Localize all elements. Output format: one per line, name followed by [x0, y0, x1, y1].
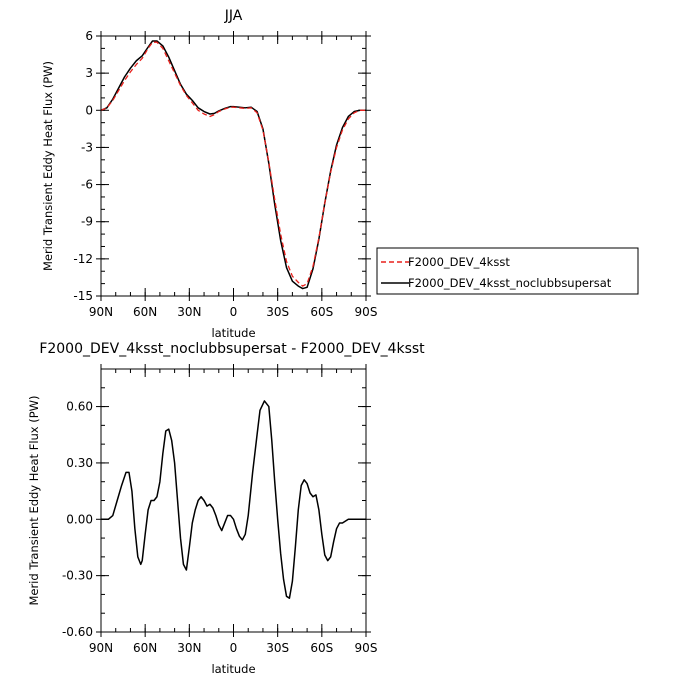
chart-title: JJA [224, 8, 243, 24]
y-tick-label: -12 [73, 252, 93, 266]
y-tick-label: 0.60 [66, 400, 93, 414]
legend-box [376, 247, 639, 295]
axis-ticks: 90N 60N 30N 0 30S 60S 90S -15 -12 -9 -6 -3 0 3 6 [73, 29, 377, 319]
x-tick-label: 60N [133, 305, 157, 319]
y-tick-label: 0.30 [66, 456, 93, 470]
x-tick-label: 90N [89, 305, 113, 319]
y-tick-label: 0 [85, 103, 93, 117]
legend-label-noclubbsupersat: F2000_DEV_4ksst_noclubbsupersat [408, 276, 612, 290]
series-line-f2000-dev-4ksst [100, 41, 366, 287]
y-tick-label: -0.60 [62, 625, 93, 639]
y-tick-label: -3 [81, 140, 93, 154]
x-tick-label: 30N [177, 641, 201, 655]
series-line-noclubbsupersat [100, 40, 366, 290]
series-group [101, 400, 366, 599]
chart-difference: F2000_DEV_4ksst_noclubbsupersat - F2000_… [27, 341, 425, 676]
plot-frame [100, 368, 367, 633]
y-tick-label: 0.00 [66, 512, 93, 526]
x-tick-label: 30S [266, 641, 289, 655]
chart-jja: JJA latitude Merid Transient Eddy Heat F… [41, 8, 377, 340]
series-line-noclubbsupersat [101, 400, 366, 599]
x-tick-label: 90S [355, 305, 378, 319]
plot-frame [100, 35, 367, 297]
x-tick-label: 30S [266, 305, 289, 319]
x-tick-label: 60S [310, 641, 333, 655]
y-axis-label: Merid Transient Eddy Heat Flux (PW) [27, 395, 41, 605]
x-tick-label: 90S [355, 641, 378, 655]
chart-title: F2000_DEV_4ksst_noclubbsupersat - F2000_… [39, 341, 425, 357]
y-tick-label: -15 [73, 289, 93, 303]
y-tick-label: -6 [81, 178, 93, 192]
y-tick-label: 3 [85, 66, 93, 80]
legend-label-f2000-dev-4ksst: F2000_DEV_4ksst [408, 255, 510, 269]
x-tick-label: 60S [310, 305, 333, 319]
x-axis-label: latitude [211, 662, 255, 676]
y-tick-label: 6 [85, 29, 93, 43]
x-tick-label: 0 [230, 641, 238, 655]
legend: F2000_DEV_4ksst F2000_DEV_4ksst_noclubbs… [376, 247, 639, 295]
y-axis-label: Merid Transient Eddy Heat Flux (PW) [41, 61, 55, 271]
x-tick-label: 90N [89, 641, 113, 655]
series-group [100, 40, 366, 290]
x-axis-label: latitude [211, 326, 255, 340]
y-tick-label: -9 [81, 215, 93, 229]
x-tick-label: 30N [177, 305, 201, 319]
axis-ticks: 90N 60N 30N 0 30S 60S 90S -0.60 -0.30 0.00 0.30 0.6… [62, 364, 378, 655]
x-tick-label: 60N [133, 641, 157, 655]
y-tick-label: -0.30 [62, 569, 93, 583]
x-tick-label: 0 [230, 305, 238, 319]
